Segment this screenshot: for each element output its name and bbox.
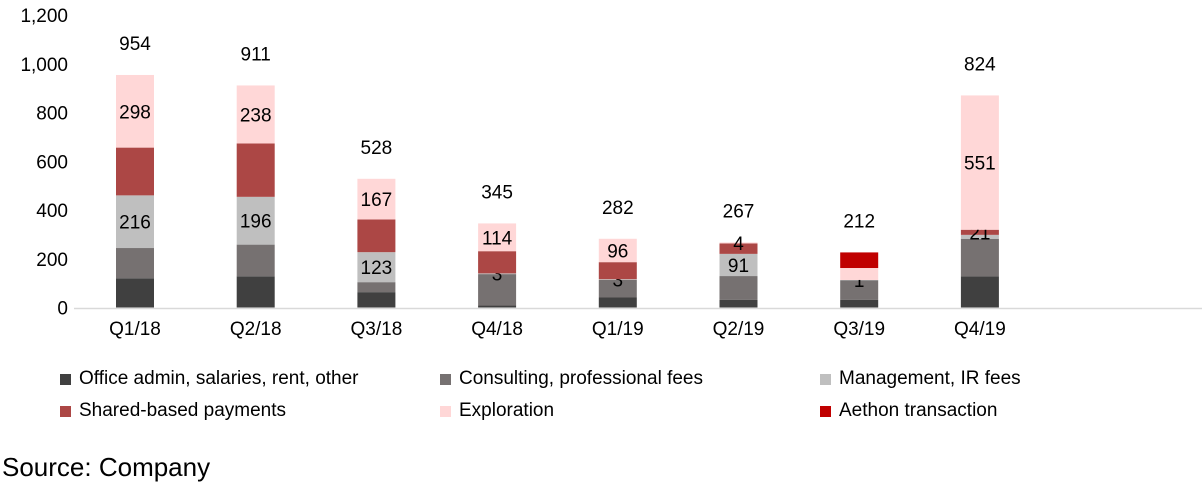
bar-segment — [357, 292, 396, 308]
y-tick-label: 1,200 — [20, 6, 68, 27]
bar-segment — [478, 305, 517, 308]
bar-segment — [478, 251, 517, 274]
legend-swatch — [820, 373, 831, 385]
plot-area: 02004006008001,0001,200216298954Q1/18196… — [20, 6, 1202, 340]
segment-label: 216 — [119, 213, 151, 234]
total-label: 282 — [602, 198, 634, 219]
bar-segment — [598, 279, 637, 298]
bar-segment — [598, 297, 637, 308]
segment-label: 196 — [240, 212, 272, 233]
bar-segment — [116, 147, 154, 196]
bar-segment — [236, 276, 275, 308]
source-note: Source: Company — [2, 452, 211, 482]
bar-segment — [719, 242, 758, 244]
segment-label: 123 — [361, 258, 393, 279]
bar-segment — [598, 279, 637, 280]
bar-segment — [960, 95, 999, 230]
total-label: 267 — [723, 201, 755, 222]
total-label: 824 — [964, 54, 996, 75]
legend-item: Consulting, professional fees — [440, 368, 703, 390]
segment-label: 91 — [728, 256, 749, 277]
total-label: 345 — [481, 182, 513, 203]
legend-label: Office admin, salaries, rent, other — [79, 368, 359, 389]
x-tick-label: Q2/19 — [713, 319, 765, 340]
legend-label: Exploration — [459, 400, 555, 421]
segment-label: 238 — [240, 105, 272, 126]
y-tick-label: 1,000 — [20, 55, 68, 76]
legend-item: Shared-based payments — [60, 400, 286, 422]
bar-segment — [236, 244, 275, 277]
total-label: 528 — [361, 138, 393, 159]
bar-segment — [598, 238, 637, 263]
bar-segment — [116, 248, 154, 279]
bar-segment — [840, 299, 879, 308]
segment-label: 3 — [492, 265, 503, 286]
legend-swatch — [60, 373, 71, 385]
segment-label: 114 — [482, 228, 513, 249]
bar-segment — [719, 253, 758, 277]
bar-segment — [719, 276, 758, 300]
total-label: 212 — [843, 211, 875, 232]
legend-swatch — [820, 405, 831, 417]
legend-item: Aethon transaction — [820, 400, 997, 422]
bar-segment — [840, 252, 879, 269]
legend-label: Management, IR fees — [839, 368, 1021, 389]
segment-label: 298 — [119, 102, 151, 123]
bar-segment — [236, 196, 275, 245]
legend-item: Office admin, salaries, rent, other — [60, 368, 359, 390]
x-tick-label: Q4/19 — [954, 319, 1006, 340]
bar-segment — [357, 282, 396, 293]
segment-label: 1 — [854, 271, 865, 292]
x-tick-label: Q1/18 — [109, 319, 161, 340]
bar-segment — [116, 74, 154, 148]
x-tick-label: Q4/18 — [471, 319, 523, 340]
x-tick-label: Q3/18 — [351, 319, 403, 340]
bar-segment — [478, 223, 517, 252]
bar-segment — [357, 178, 396, 220]
segment-label: 167 — [361, 190, 393, 211]
bar-segment — [478, 274, 517, 306]
y-tick-label: 600 — [36, 152, 68, 173]
total-label: 911 — [241, 44, 271, 65]
bar-segment — [719, 299, 758, 308]
segment-label: 4 — [733, 234, 744, 255]
legend-label: Aethon transaction — [839, 400, 998, 421]
segment-label: 551 — [964, 154, 996, 175]
bar-segment — [116, 278, 154, 308]
y-tick-label: 800 — [36, 104, 68, 125]
bar-segment — [840, 280, 879, 300]
bar-segment — [960, 238, 999, 277]
legend-swatch — [440, 405, 451, 417]
segment-label: 96 — [607, 241, 628, 262]
bar-segment — [960, 276, 999, 308]
y-tick-label: 200 — [36, 250, 68, 271]
total-label: 954 — [119, 34, 151, 55]
legend-item: Exploration — [440, 400, 554, 422]
y-tick-label: 400 — [36, 201, 68, 222]
bar-segment — [960, 234, 999, 239]
bar-segment — [236, 143, 275, 197]
legend-label: Consulting, professional fees — [459, 368, 703, 389]
bar-segment — [598, 262, 637, 280]
segment-label: 3 — [613, 271, 624, 292]
bar-segment — [840, 268, 879, 280]
bar-segment — [357, 252, 396, 283]
legend-item: Management, IR fees — [820, 368, 1021, 390]
bar-segment — [116, 195, 154, 249]
bar-segment — [478, 273, 517, 275]
bar-segment — [357, 219, 396, 253]
x-tick-label: Q2/18 — [230, 319, 282, 340]
bar-segment — [236, 85, 275, 144]
legend-swatch — [440, 373, 451, 385]
y-tick-label: 0 — [57, 299, 68, 320]
bar-segment — [719, 243, 758, 254]
legend-swatch — [60, 405, 71, 417]
x-tick-label: Q1/19 — [592, 319, 644, 340]
legend-label: Shared-based payments — [79, 400, 287, 421]
bar-segment — [960, 229, 999, 235]
x-tick-label: Q3/19 — [833, 319, 885, 340]
